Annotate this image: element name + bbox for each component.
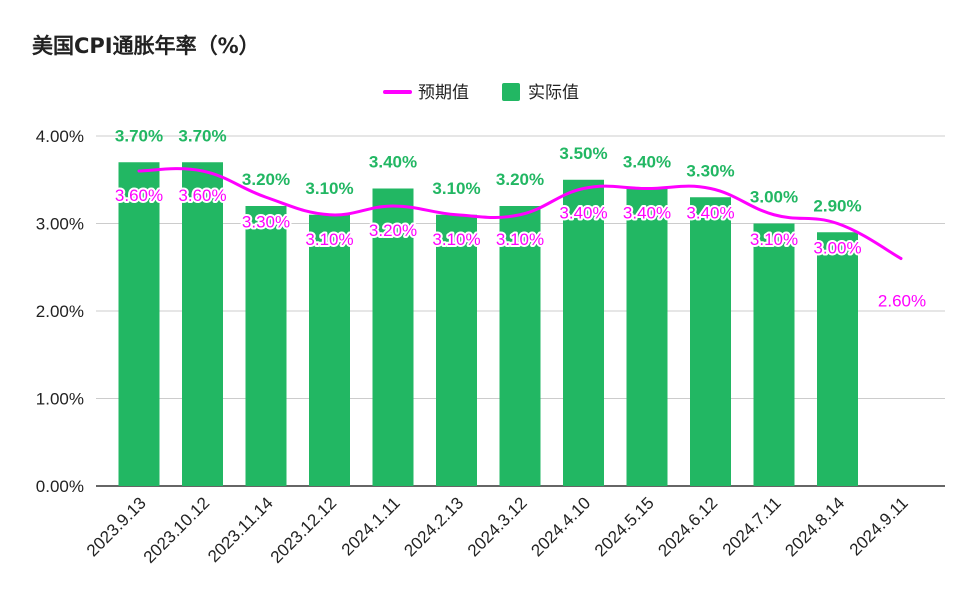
forecast-data-label: 3.00% (813, 239, 861, 258)
forecast-data-label: 3.60% (115, 186, 163, 205)
y-tick-label: 1.00% (36, 390, 84, 409)
x-tick-label: 2024.6.12 (654, 493, 721, 560)
x-tick-label: 2024.4.10 (527, 493, 594, 560)
forecast-data-label: 3.30% (242, 212, 290, 231)
y-tick-label: 0.00% (36, 477, 84, 496)
x-tick-label: 2024.2.13 (400, 493, 467, 560)
x-tick-label: 2024.3.12 (464, 493, 531, 560)
forecast-data-label: 3.60% (178, 186, 226, 205)
bar-actual (182, 162, 223, 486)
actual-data-label: 3.70% (115, 126, 163, 145)
x-tick-label: 2024.5.15 (591, 493, 658, 560)
y-axis-ticks: 0.00% 1.00% 2.00% 3.00% 4.00% (36, 127, 84, 496)
actual-data-label: 3.20% (242, 170, 290, 189)
x-tick-label: 2024.9.11 (846, 493, 912, 559)
bar-actual (753, 223, 795, 486)
actual-data-label: 2.90% (813, 196, 861, 215)
forecast-data-label: 2.60% (878, 292, 926, 311)
x-tick-label: 2024.8.14 (781, 493, 848, 560)
actual-data-label: 3.40% (623, 153, 671, 172)
line-forecast (137, 167, 903, 260)
bar-actual (563, 179, 604, 486)
y-tick-label: 2.00% (36, 302, 84, 321)
forecast-data-label: 3.10% (496, 230, 544, 249)
actual-data-label: 3.40% (369, 153, 417, 172)
forecast-data-label: 3.10% (305, 230, 353, 249)
x-tick-label: 2023.10.12 (140, 493, 214, 567)
actual-data-label: 3.30% (686, 161, 734, 180)
y-tick-label: 3.00% (36, 215, 84, 234)
bar-actual (118, 162, 160, 486)
chart-title: 美国CPI通胀年率（%） (32, 34, 260, 58)
forecast-data-label: 3.10% (432, 230, 480, 249)
forecast-data-label: 3.10% (750, 230, 798, 249)
actual-data-label: 3.00% (750, 188, 798, 207)
forecast-data-label: 3.40% (686, 204, 734, 223)
y-tick-label: 4.00% (36, 127, 84, 146)
bar-actual (690, 197, 731, 486)
actual-data-label: 3.10% (432, 179, 480, 198)
forecast-line (137, 167, 903, 260)
actual-data-label: 3.10% (305, 179, 353, 198)
bar-actual (245, 206, 287, 486)
bar-actual (626, 188, 668, 486)
forecast-data-label: 3.40% (559, 204, 607, 223)
x-tick-label: 2023.9.13 (83, 493, 150, 560)
bar-actual (499, 206, 541, 486)
actual-data-labels: 3.70% 3.70% 3.20% 3.10% 3.40% 3.10% 3.20% 3.50%… (115, 126, 862, 215)
x-axis-ticks: 2023.9.132023.10.122023.11.142023.12.122… (83, 493, 912, 567)
actual-data-label: 3.50% (559, 144, 607, 163)
x-tick-label: 2023.12.12 (267, 493, 341, 567)
bars-actual (118, 162, 858, 486)
forecast-data-label: 3.40% (623, 204, 671, 223)
forecast-data-label: 3.20% (369, 221, 417, 240)
x-tick-label: 2024.7.11 (719, 493, 785, 559)
bar-actual (817, 232, 858, 486)
forecast-data-labels: 3.60% 3.60% 3.30% 3.10% 3.20% 3.10% 3.10% 3.40%… (113, 184, 928, 313)
actual-data-label: 3.70% (178, 126, 226, 145)
bar-actual (436, 214, 477, 486)
bar-actual (372, 188, 414, 486)
actual-data-label: 3.20% (496, 170, 544, 189)
x-tick-label: 2023.11.14 (204, 493, 277, 566)
legend-swatch-actual (502, 83, 520, 101)
bar-actual (309, 214, 350, 486)
legend-label-actual: 实际值 (528, 83, 579, 103)
legend: 预期值 实际值 (383, 83, 579, 103)
x-tick-label: 2024.1.11 (338, 493, 404, 559)
legend-label-forecast: 预期值 (418, 83, 469, 103)
